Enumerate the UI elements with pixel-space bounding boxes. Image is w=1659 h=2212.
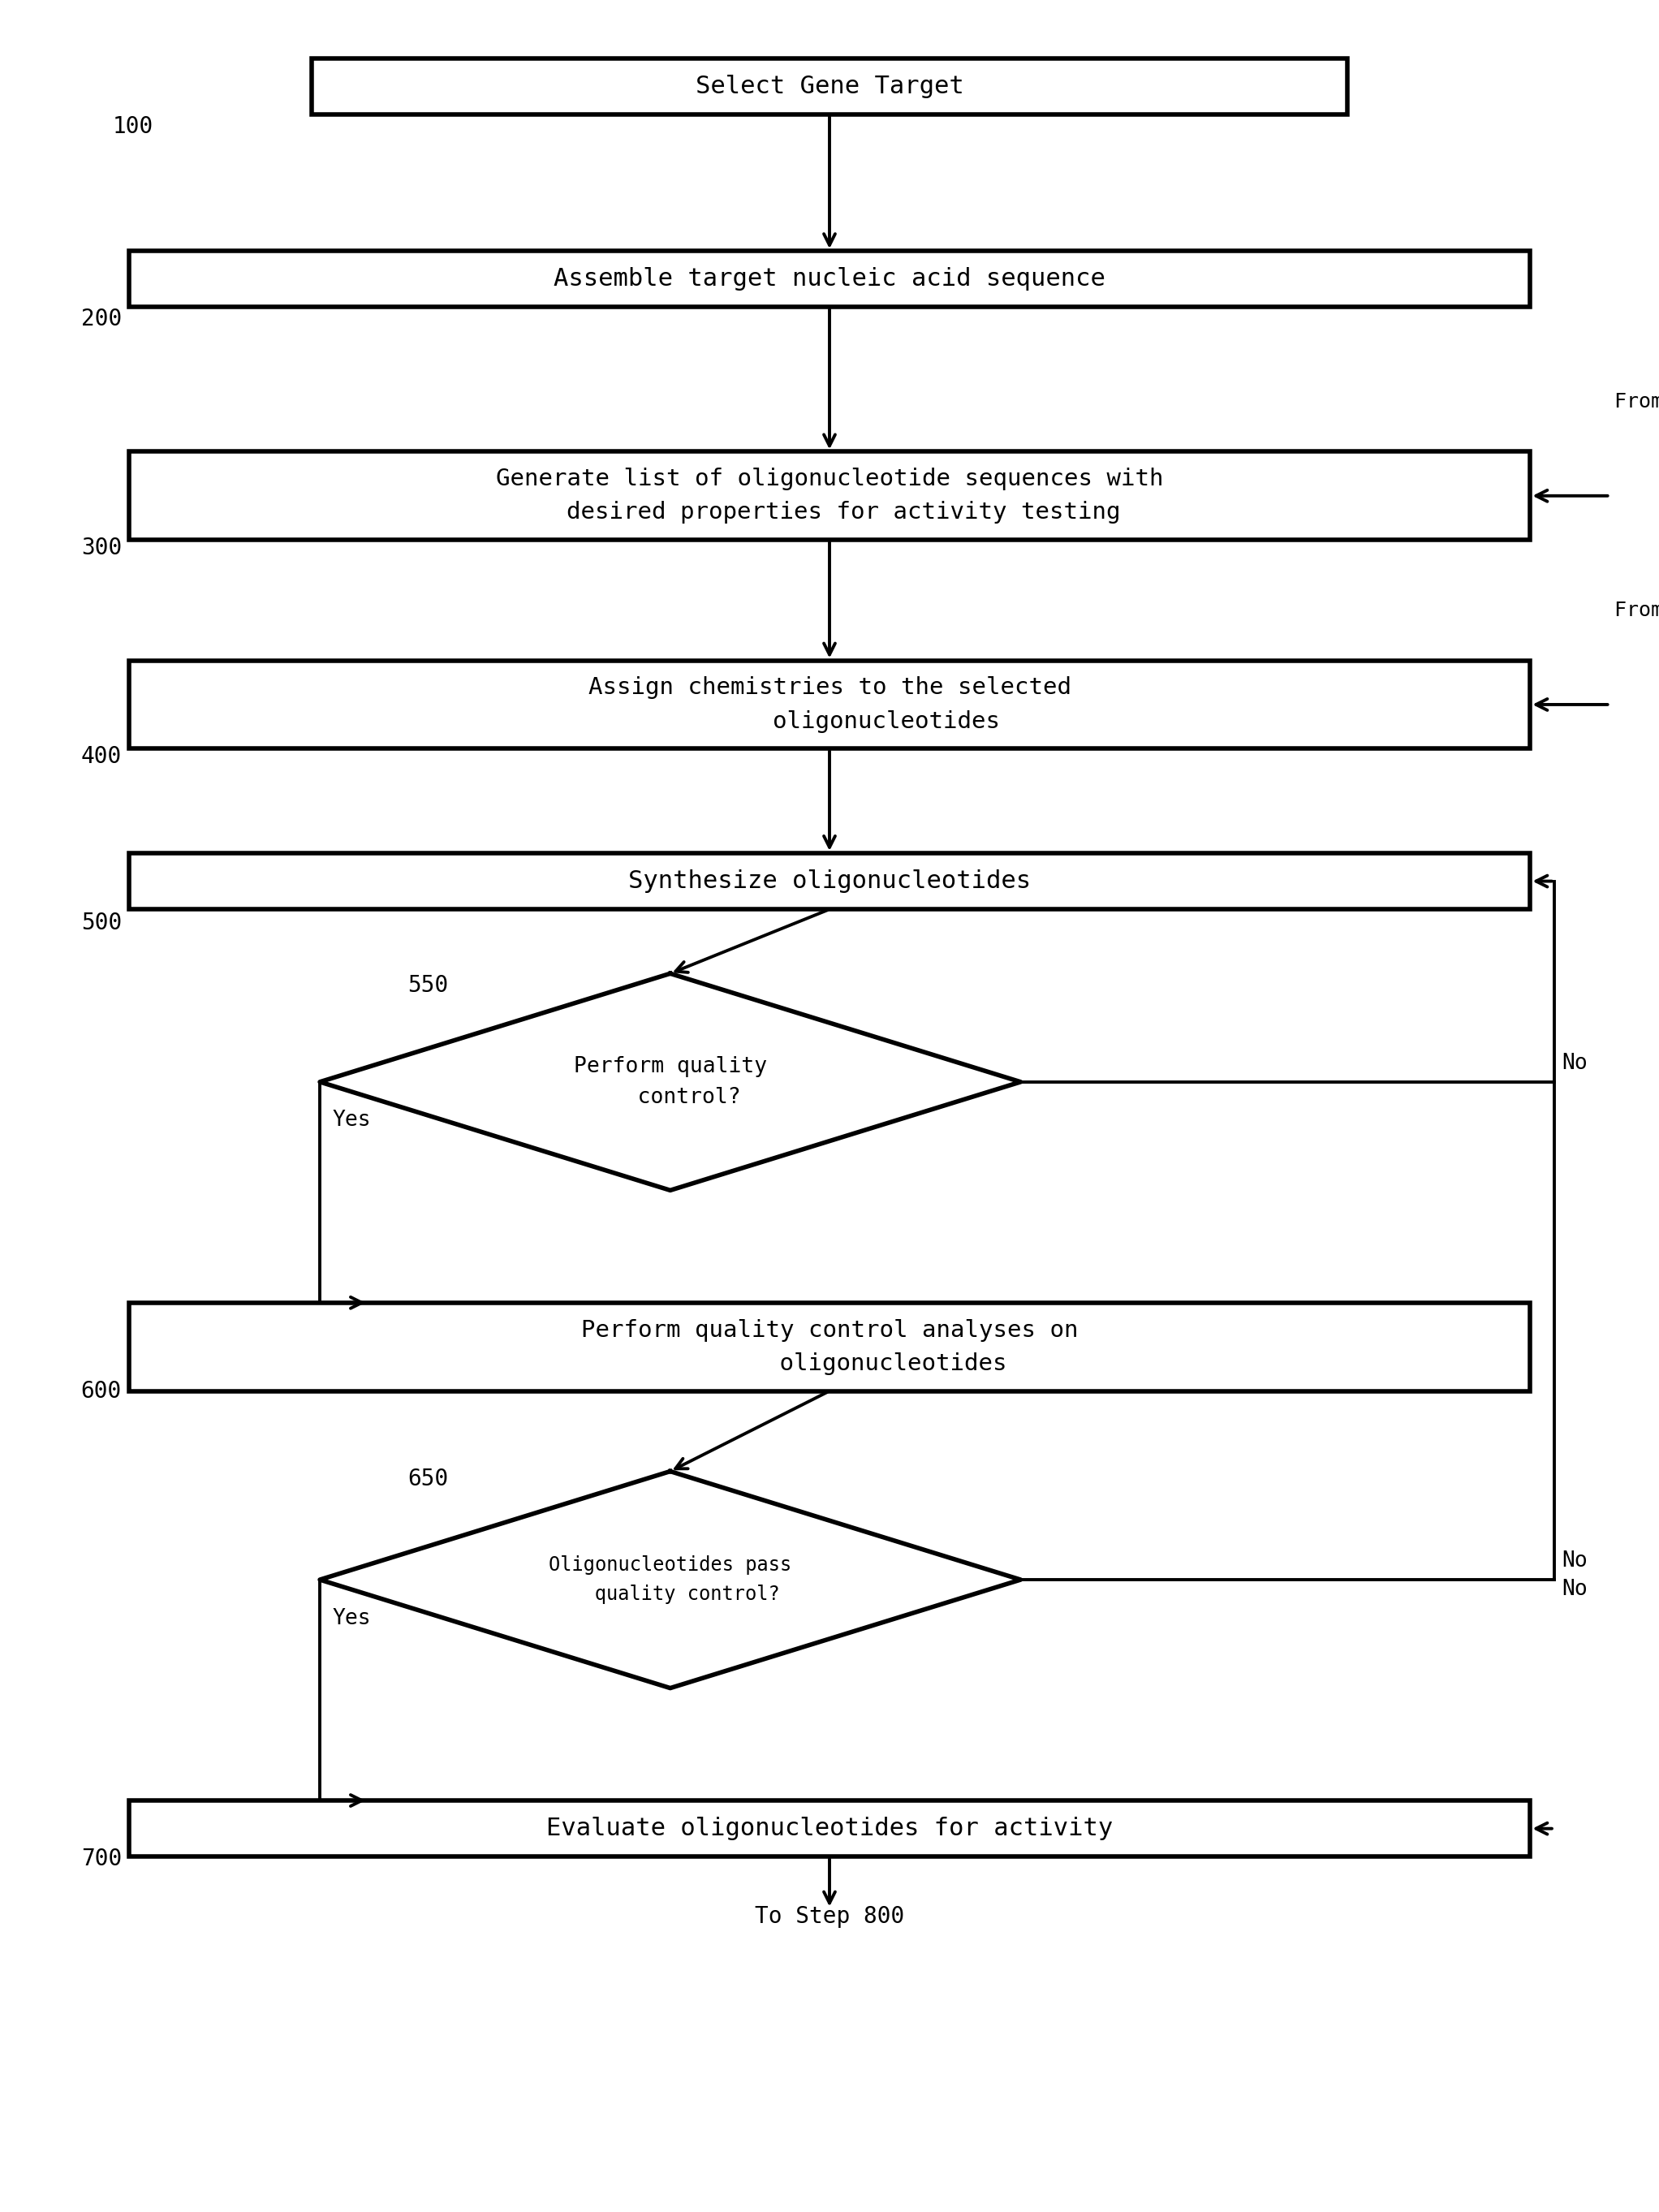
Text: 600: 600 (81, 1380, 121, 1402)
Text: Perform quality control analyses on
         oligonucleotides: Perform quality control analyses on olig… (581, 1318, 1078, 1376)
FancyBboxPatch shape (129, 1801, 1530, 1856)
FancyBboxPatch shape (129, 661, 1530, 748)
Text: From Step 1000: From Step 1000 (1614, 392, 1659, 411)
Text: Oligonucleotides pass
   quality control?: Oligonucleotides pass quality control? (549, 1555, 791, 1604)
Text: 100: 100 (113, 115, 154, 137)
Text: Synthesize oligonucleotides: Synthesize oligonucleotides (629, 869, 1030, 894)
Text: Generate list of oligonucleotide sequences with
  desired properties for activit: Generate list of oligonucleotide sequenc… (496, 467, 1163, 524)
Text: No: No (1563, 1551, 1588, 1573)
Text: Yes: Yes (332, 1110, 372, 1130)
Polygon shape (320, 1471, 1020, 1688)
Text: 500: 500 (81, 911, 121, 933)
Text: To Step 800: To Step 800 (755, 1905, 904, 1927)
Text: Evaluate oligonucleotides for activity: Evaluate oligonucleotides for activity (546, 1816, 1113, 1840)
Text: No: No (1563, 1053, 1588, 1073)
Text: Assign chemistries to the selected
        oligonucleotides: Assign chemistries to the selected oligo… (587, 677, 1072, 732)
FancyBboxPatch shape (129, 854, 1530, 909)
Text: 550: 550 (408, 973, 448, 998)
Text: Assemble target nucleic acid sequence: Assemble target nucleic acid sequence (554, 268, 1105, 290)
Text: 300: 300 (81, 538, 121, 560)
FancyBboxPatch shape (129, 1303, 1530, 1391)
Text: 650: 650 (408, 1469, 448, 1491)
Text: Perform quality
   control?: Perform quality control? (574, 1055, 766, 1108)
FancyBboxPatch shape (129, 451, 1530, 540)
Text: No: No (1563, 1579, 1588, 1599)
Text: Select Gene Target: Select Gene Target (695, 75, 964, 97)
Text: From Step 1100: From Step 1100 (1614, 602, 1659, 619)
Text: 400: 400 (81, 745, 121, 768)
Polygon shape (320, 973, 1020, 1190)
Text: 700: 700 (81, 1847, 121, 1871)
FancyBboxPatch shape (312, 58, 1347, 115)
FancyBboxPatch shape (129, 250, 1530, 307)
Text: Yes: Yes (332, 1608, 372, 1628)
Text: 200: 200 (81, 307, 121, 330)
